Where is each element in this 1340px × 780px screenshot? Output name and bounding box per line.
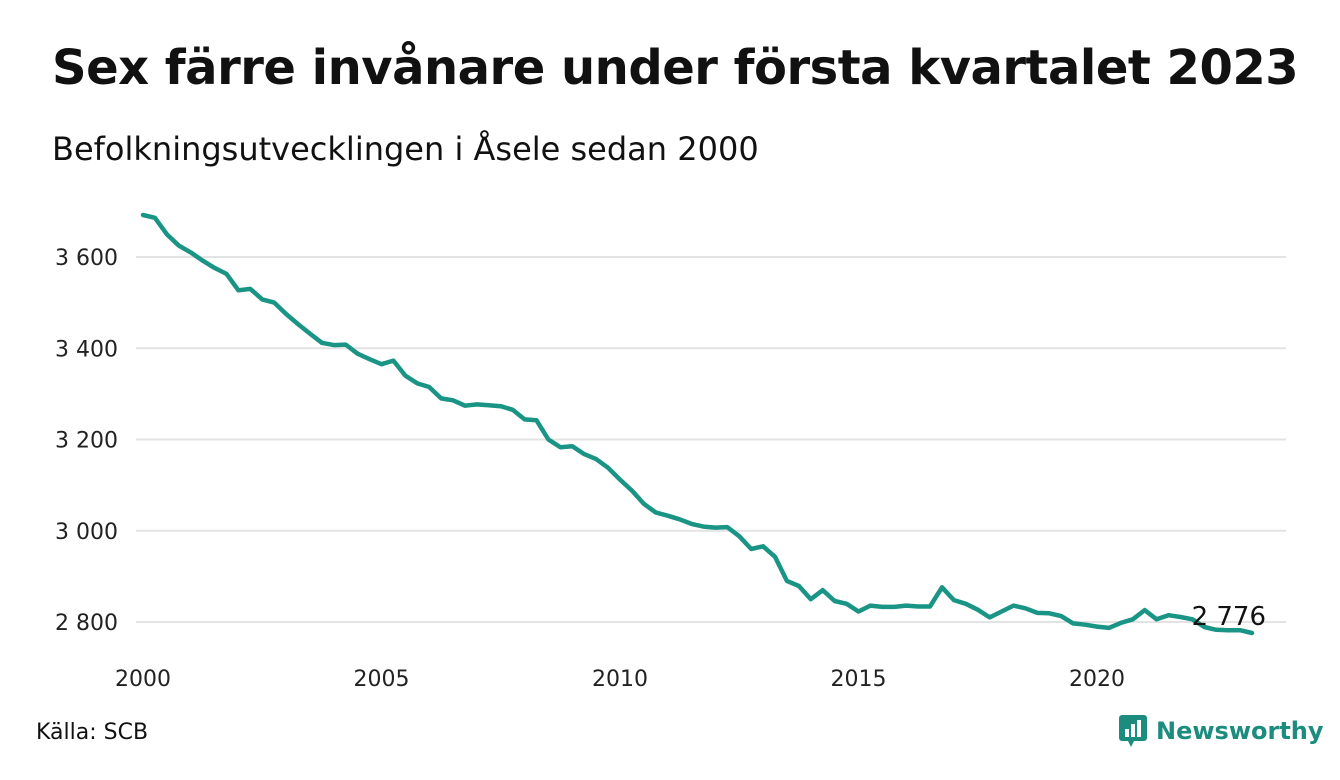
chart-title: Sex färre invånare under första kvartale… [52,40,1299,96]
y-tick-label: 2 800 [55,611,118,636]
x-tick-label: 2005 [353,667,409,692]
newsworthy-logo: Newsworthy [1118,714,1324,748]
y-tick-label: 3 200 [55,429,118,454]
y-tick-label: 3 400 [55,337,118,362]
chart-subtitle: Befolkningsutvecklingen i Åsele sedan 20… [52,130,759,168]
end-value-label: 2 776 [1192,602,1266,632]
x-tick-label: 2010 [592,667,648,692]
y-tick-label: 3 000 [55,520,118,545]
x-tick-label: 2020 [1069,667,1125,692]
newsworthy-logo-icon [1119,715,1147,747]
x-axis-ticks: 2000 2005 2010 2015 2020 [115,667,1125,692]
y-axis-ticks: 2 800 3 000 3 200 3 400 3 600 [55,246,118,636]
source-note: Källa: SCB [36,720,149,745]
y-tick-label: 3 600 [55,246,118,271]
newsworthy-logo-text: Newsworthy [1156,717,1324,745]
gridlines [136,256,1286,623]
population-line [140,212,1255,636]
x-tick-label: 2015 [830,667,886,692]
series-layer [140,212,1255,636]
x-tick-label: 2000 [115,667,171,692]
